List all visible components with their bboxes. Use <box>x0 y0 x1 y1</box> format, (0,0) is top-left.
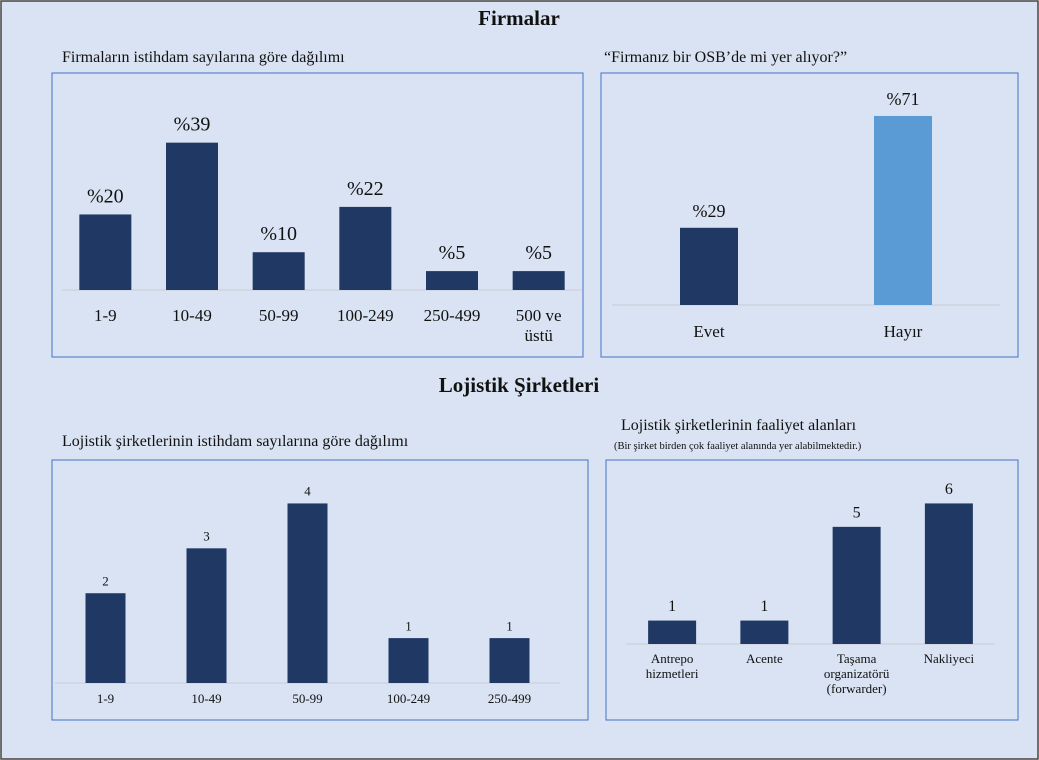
x-tick-label-box: Taşama organizatörü (forwarder) <box>823 652 890 696</box>
data-label: 6 <box>945 481 953 498</box>
x-tick-label: 250-499 <box>487 692 532 706</box>
chart-frame <box>605 459 1019 721</box>
data-label: 4 <box>304 484 311 499</box>
data-label: 2 <box>102 573 109 588</box>
bar <box>85 593 126 683</box>
data-label: %29 <box>693 201 726 221</box>
x-tick-label: 50-99 <box>292 692 323 706</box>
x-tick-label: Taşama organizatörü (forwarder) <box>823 652 890 696</box>
x-tick-label-box: 10-49 <box>172 306 212 325</box>
x-tick-label-box: 250-499 <box>487 692 532 706</box>
data-label: %5 <box>439 242 466 264</box>
bar <box>339 206 392 290</box>
bar <box>874 115 932 306</box>
x-tick-label-box: 1-9 <box>93 306 117 325</box>
section-heading: Lojistik Şirketleri <box>439 373 600 397</box>
bar <box>680 227 738 305</box>
bar <box>166 142 218 290</box>
x-tick-label: 1-9 <box>93 306 117 325</box>
bar <box>924 503 973 644</box>
data-label: %39 <box>174 114 211 136</box>
bar <box>832 526 881 644</box>
chart-title: Lojistik şirketlerinin istihdam sayıları… <box>62 433 409 450</box>
x-tick-label: 1-9 <box>96 692 115 706</box>
bar <box>648 620 697 644</box>
chart-frame <box>51 459 589 721</box>
data-label: 1 <box>405 618 412 633</box>
x-tick-label-box: 100-249 <box>336 306 394 325</box>
data-label: %71 <box>887 89 920 109</box>
x-tick-label: 100-249 <box>336 306 394 325</box>
x-tick-label-box: 50-99 <box>258 306 299 325</box>
chart-frame <box>51 72 584 358</box>
x-tick-label-box: 50-99 <box>292 692 323 706</box>
x-tick-label: Nakliyeci <box>923 652 975 666</box>
bar <box>426 271 478 290</box>
data-label: 5 <box>853 504 861 521</box>
data-label: 1 <box>506 618 513 633</box>
x-tick-label: Hayır <box>883 322 923 341</box>
bar <box>740 620 789 644</box>
chart-title: “Firmanız bir OSB’de mi yer alıyor?” <box>604 49 847 66</box>
data-label: 3 <box>203 529 210 544</box>
x-tick-label-box: 500 ve üstü <box>515 306 562 345</box>
data-label: 1 <box>668 598 676 615</box>
x-tick-label: 50-99 <box>258 306 299 325</box>
x-tick-label-box: Antrepo hizmetleri <box>645 652 699 681</box>
x-tick-label: 10-49 <box>191 692 222 706</box>
x-tick-label-box: Hayır <box>883 322 923 341</box>
data-label: %5 <box>525 242 552 264</box>
chart-frame <box>600 72 1019 358</box>
chart-subtitle: (Bir şirket birden çok faaliyet alanında… <box>614 441 862 452</box>
x-tick-label: 250-499 <box>423 306 481 325</box>
data-label: %20 <box>87 185 124 207</box>
x-tick-label-box: 10-49 <box>191 692 222 706</box>
x-tick-label: 10-49 <box>172 306 212 325</box>
x-tick-label: 100-249 <box>386 692 431 706</box>
data-label: %22 <box>347 178 384 200</box>
x-tick-label: Antrepo hizmetleri <box>645 652 699 681</box>
bar <box>79 214 132 290</box>
data-label: %10 <box>260 223 297 245</box>
data-label: 1 <box>760 598 768 615</box>
bar <box>287 503 328 683</box>
x-tick-label: Evet <box>693 322 725 341</box>
chart-title: Firmaların istihdam sayılarına göre dağı… <box>62 49 345 66</box>
bar <box>252 252 305 290</box>
bar <box>512 271 565 290</box>
bar <box>186 548 227 683</box>
bar <box>388 638 429 683</box>
x-tick-label-box: Nakliyeci <box>923 652 975 666</box>
x-tick-label-box: Acente <box>745 652 783 666</box>
x-tick-label-box: 1-9 <box>96 692 115 706</box>
x-tick-label-box: Evet <box>693 322 725 341</box>
x-tick-label: 500 ve üstü <box>515 306 562 345</box>
x-tick-label: Acente <box>745 652 783 666</box>
section-heading: Firmalar <box>478 6 560 30</box>
x-tick-label-box: 250-499 <box>423 306 481 325</box>
chart-title: Lojistik şirketlerinin faaliyet alanları <box>621 417 857 434</box>
x-tick-label-box: 100-249 <box>386 692 431 706</box>
bar <box>489 638 530 683</box>
